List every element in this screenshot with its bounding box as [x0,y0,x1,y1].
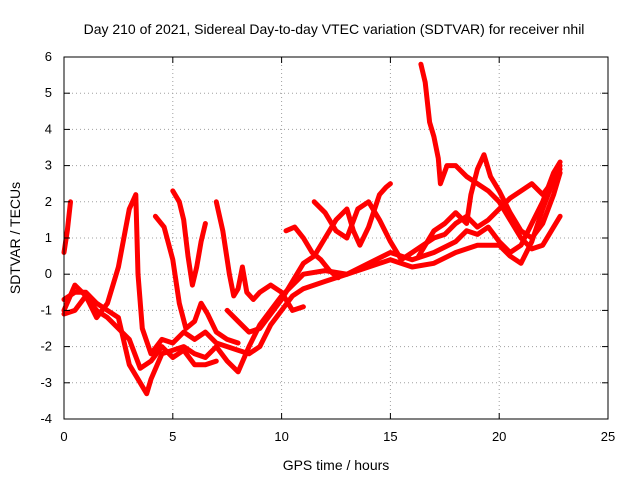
y-tick-label: 6 [45,49,52,64]
y-axis-label: SDTVAR / TECUs [7,182,23,294]
x-tick-label: 25 [601,429,615,444]
x-tick-label: 20 [492,429,506,444]
axis-ticks [63,56,609,420]
series-track-7 [213,199,306,313]
series-track-1 [61,199,73,255]
series-track-8 [224,181,393,335]
y-tick-label: 5 [45,85,52,100]
y-tick-label: 3 [45,158,52,173]
y-tick-label: -2 [40,339,52,354]
series-track-4 [61,293,219,371]
x-tick-label: 10 [274,429,288,444]
x-tick-labels: 0 5 10 15 20 25 [60,429,615,444]
series-track-10 [311,166,563,263]
series-track-12 [416,152,563,259]
series-track-11 [418,61,563,252]
data-series-group [61,61,563,397]
y-tick-label: 4 [45,121,52,136]
series-track-9 [283,224,341,281]
x-tick-label: 15 [383,429,397,444]
x-axis-label: GPS time / hours [283,457,390,473]
y-tick-label: -1 [40,302,52,317]
series-track-6 [170,188,208,288]
x-tick-label: 5 [169,429,176,444]
series-track-5 [152,213,241,346]
series-track-3 [61,159,563,357]
y-tick-label: 1 [45,230,52,245]
y-tick-label: 0 [45,266,52,281]
chart-title: Day 210 of 2021, Sidereal Day-to-day VTE… [84,21,585,37]
y-tick-labels: -4 -3 -2 -1 0 1 2 3 4 5 6 [40,49,52,426]
y-tick-label: -3 [40,375,52,390]
y-tick-label: 2 [45,194,52,209]
y-tick-label: -4 [40,411,52,426]
x-tick-label: 0 [60,429,67,444]
